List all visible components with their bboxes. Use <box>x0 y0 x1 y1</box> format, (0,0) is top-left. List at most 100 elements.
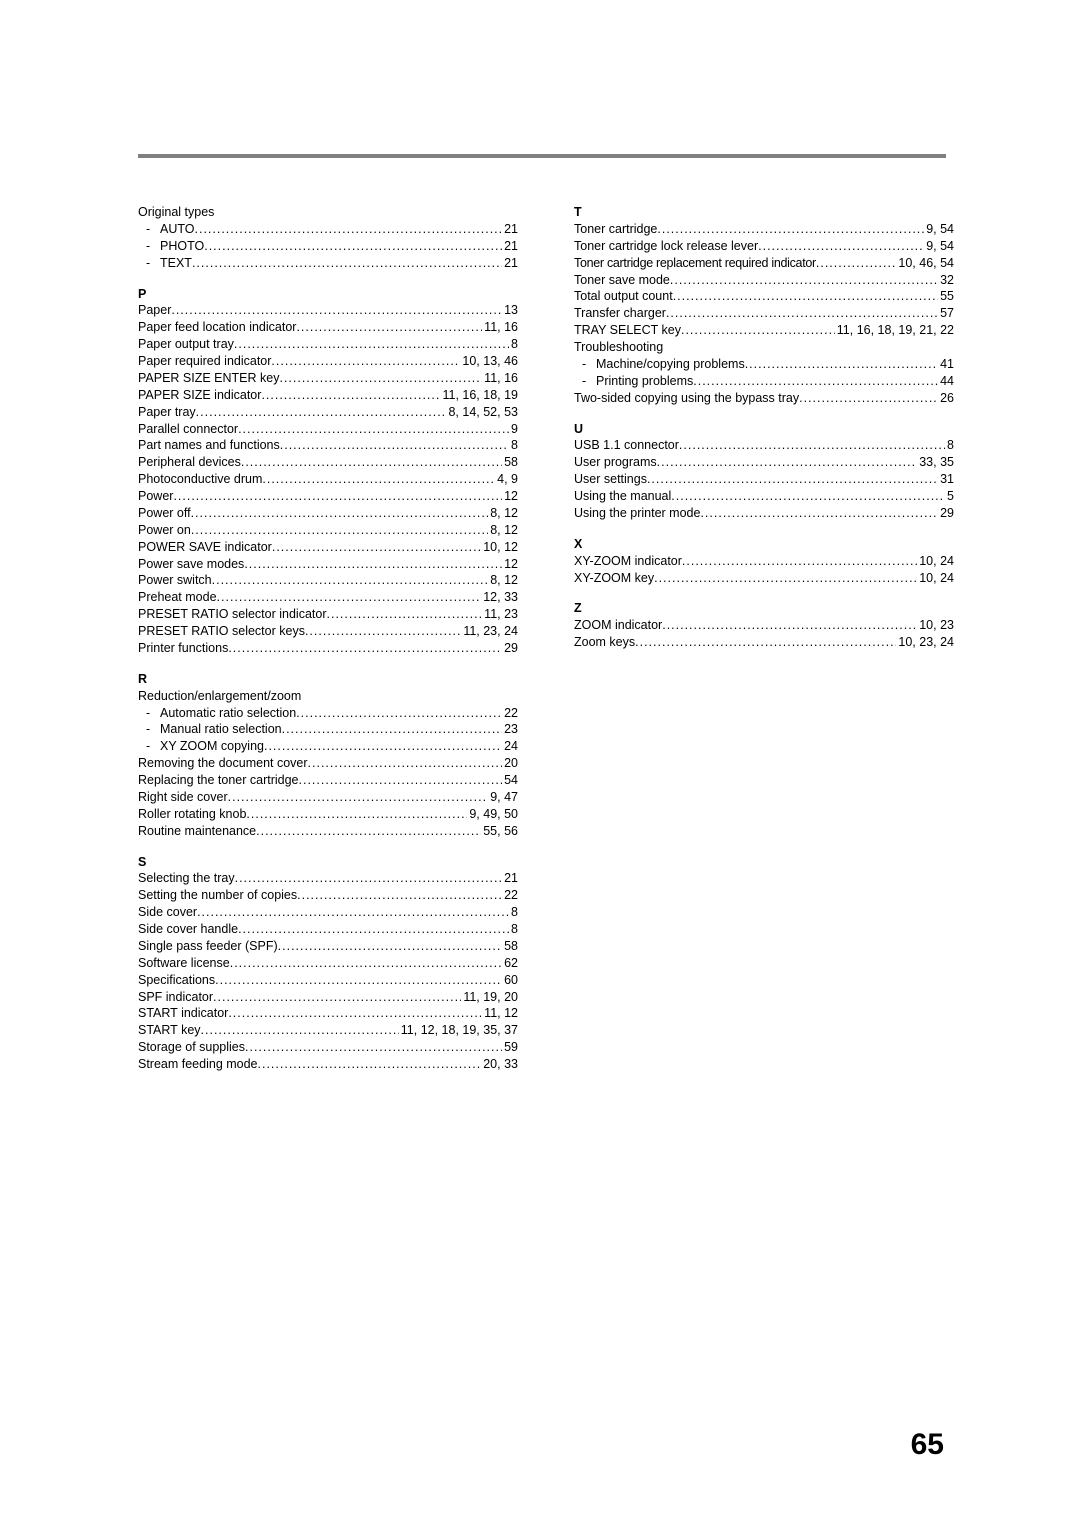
index-entry-page: 20, 33 <box>481 1056 518 1073</box>
index-section-head: S <box>138 854 518 871</box>
index-entry-label: TRAY SELECT key <box>574 322 681 339</box>
index-entry-label: Single pass feeder (SPF) <box>138 938 278 955</box>
index-entry: ZOOM indicator 10, 23 <box>574 617 954 634</box>
index-entry: Removing the document cover 20 <box>138 755 518 772</box>
index-entry-label: Selecting the tray <box>138 870 235 887</box>
dot-leader <box>258 1056 482 1073</box>
index-entry-label: Roller rotating knob <box>138 806 246 823</box>
index-entry-label: Paper required indicator <box>138 353 271 370</box>
dot-leader <box>238 421 509 438</box>
index-entry: Toner save mode 32 <box>574 272 954 289</box>
index-entry: TEXT 21 <box>138 255 518 272</box>
dot-leader <box>280 437 509 454</box>
index-entry: Stream feeding mode 20, 33 <box>138 1056 518 1073</box>
index-entry-label: USB 1.1 connector <box>574 437 679 454</box>
dot-leader <box>173 488 502 505</box>
index-entry: Single pass feeder (SPF) 58 <box>138 938 518 955</box>
dot-leader <box>673 288 938 305</box>
index-entry: Side cover 8 <box>138 904 518 921</box>
index-entry-page: 11, 16 <box>482 370 518 387</box>
index-entry-page: 11, 16, 18, 19, 21, 22 <box>835 322 954 339</box>
index-entry-label: PAPER SIZE indicator <box>138 387 261 404</box>
index-entry-page: 59 <box>502 1039 518 1056</box>
index-entry-page: 9, 54 <box>924 238 954 255</box>
index-entry-label: Peripheral devices <box>138 454 241 471</box>
index-entry-label: Photoconductive drum <box>138 471 262 488</box>
index-entry: Power switch 8, 12 <box>138 572 518 589</box>
dot-leader <box>299 772 503 789</box>
index-entry: TRAY SELECT key 11, 16, 18, 19, 21, 22 <box>574 322 954 339</box>
index-entry-label: Toner cartridge <box>574 221 657 238</box>
dot-leader <box>758 238 924 255</box>
index-entry: Photoconductive drum 4, 9 <box>138 471 518 488</box>
index-entry-label: User settings <box>574 471 647 488</box>
index-entry-page: 57 <box>938 305 954 322</box>
index-entry: PAPER SIZE ENTER key 11, 16 <box>138 370 518 387</box>
index-entry-label: Software license <box>138 955 230 972</box>
index-section-head: U <box>574 421 954 438</box>
index-entry: START key 11, 12, 18, 19, 35, 37 <box>138 1022 518 1039</box>
dot-leader <box>296 705 502 722</box>
index-entry-page: 10, 23 <box>917 617 954 634</box>
index-entry-label: PHOTO <box>160 238 204 255</box>
index-section-head: X <box>574 536 954 553</box>
index-entry-label: Side cover <box>138 904 197 921</box>
index-right-column: TToner cartridge 9, 54Toner cartridge lo… <box>574 204 954 1073</box>
index-entry-page: 9 <box>509 421 518 438</box>
index-entry-page: 58 <box>502 938 518 955</box>
index-entry-page: 11, 23 <box>482 606 518 623</box>
index-entry-page: 4, 9 <box>495 471 518 488</box>
index-left-column: Original typesAUTO 21PHOTO 21TEXT 21PPap… <box>138 204 518 1073</box>
index-entry-page: 62 <box>502 955 518 972</box>
index-entry: Replacing the toner cartridge 54 <box>138 772 518 789</box>
index-entry-label: Power <box>138 488 173 505</box>
index-entry-page: 12 <box>502 488 518 505</box>
index-entry-page: 55, 56 <box>481 823 518 840</box>
index-entry-label: Specifications <box>138 972 215 989</box>
dot-leader <box>279 370 482 387</box>
dot-leader <box>228 789 489 806</box>
page-number: 65 <box>911 1428 944 1462</box>
dot-leader <box>679 437 945 454</box>
index-entry: SPF indicator 11, 19, 20 <box>138 989 518 1006</box>
index-entry-page: 20 <box>502 755 518 772</box>
index-content: Original typesAUTO 21PHOTO 21TEXT 21PPap… <box>138 204 946 1073</box>
dot-leader <box>278 938 502 955</box>
dot-leader <box>228 1005 482 1022</box>
index-entry: Paper 13 <box>138 302 518 319</box>
dot-leader <box>654 570 917 587</box>
dot-leader <box>693 373 938 390</box>
index-entry-page: 8, 12 <box>488 522 518 539</box>
index-entry-label: Automatic ratio selection <box>160 705 296 722</box>
index-entry: USB 1.1 connector 8 <box>574 437 954 454</box>
index-entry: PRESET RATIO selector indicator 11, 23 <box>138 606 518 623</box>
index-entry-label: Printing problems <box>596 373 693 390</box>
index-entry-label: START key <box>138 1022 201 1039</box>
index-plain-line: Original types <box>138 204 518 221</box>
index-entry: Paper tray 8, 14, 52, 53 <box>138 404 518 421</box>
dot-leader <box>662 617 917 634</box>
dot-leader <box>657 454 918 471</box>
index-entry-label: Stream feeding mode <box>138 1056 258 1073</box>
index-entry: Using the manual 5 <box>574 488 954 505</box>
index-entry-page: 9, 54 <box>924 221 954 238</box>
index-entry: START indicator 11, 12 <box>138 1005 518 1022</box>
index-entry-label: Paper output tray <box>138 336 234 353</box>
index-entry-label: Routine maintenance <box>138 823 256 840</box>
index-entry: User programs 33, 35 <box>574 454 954 471</box>
dot-leader <box>305 623 461 640</box>
index-entry-label: START indicator <box>138 1005 228 1022</box>
index-entry-page: 10, 12 <box>481 539 518 556</box>
index-entry-page: 23 <box>502 721 518 738</box>
index-entry-page: 8 <box>509 904 518 921</box>
dot-leader <box>191 505 489 522</box>
index-entry: PHOTO 21 <box>138 238 518 255</box>
index-entry-page: 21 <box>502 870 518 887</box>
index-entry-label: Manual ratio selection <box>160 721 282 738</box>
index-entry-page: 11, 16 <box>482 319 518 336</box>
index-entry-page: 8 <box>509 336 518 353</box>
index-entry: Peripheral devices 58 <box>138 454 518 471</box>
index-entry: Software license 62 <box>138 955 518 972</box>
dot-leader <box>230 955 502 972</box>
index-entry-label: Power save modes <box>138 556 244 573</box>
